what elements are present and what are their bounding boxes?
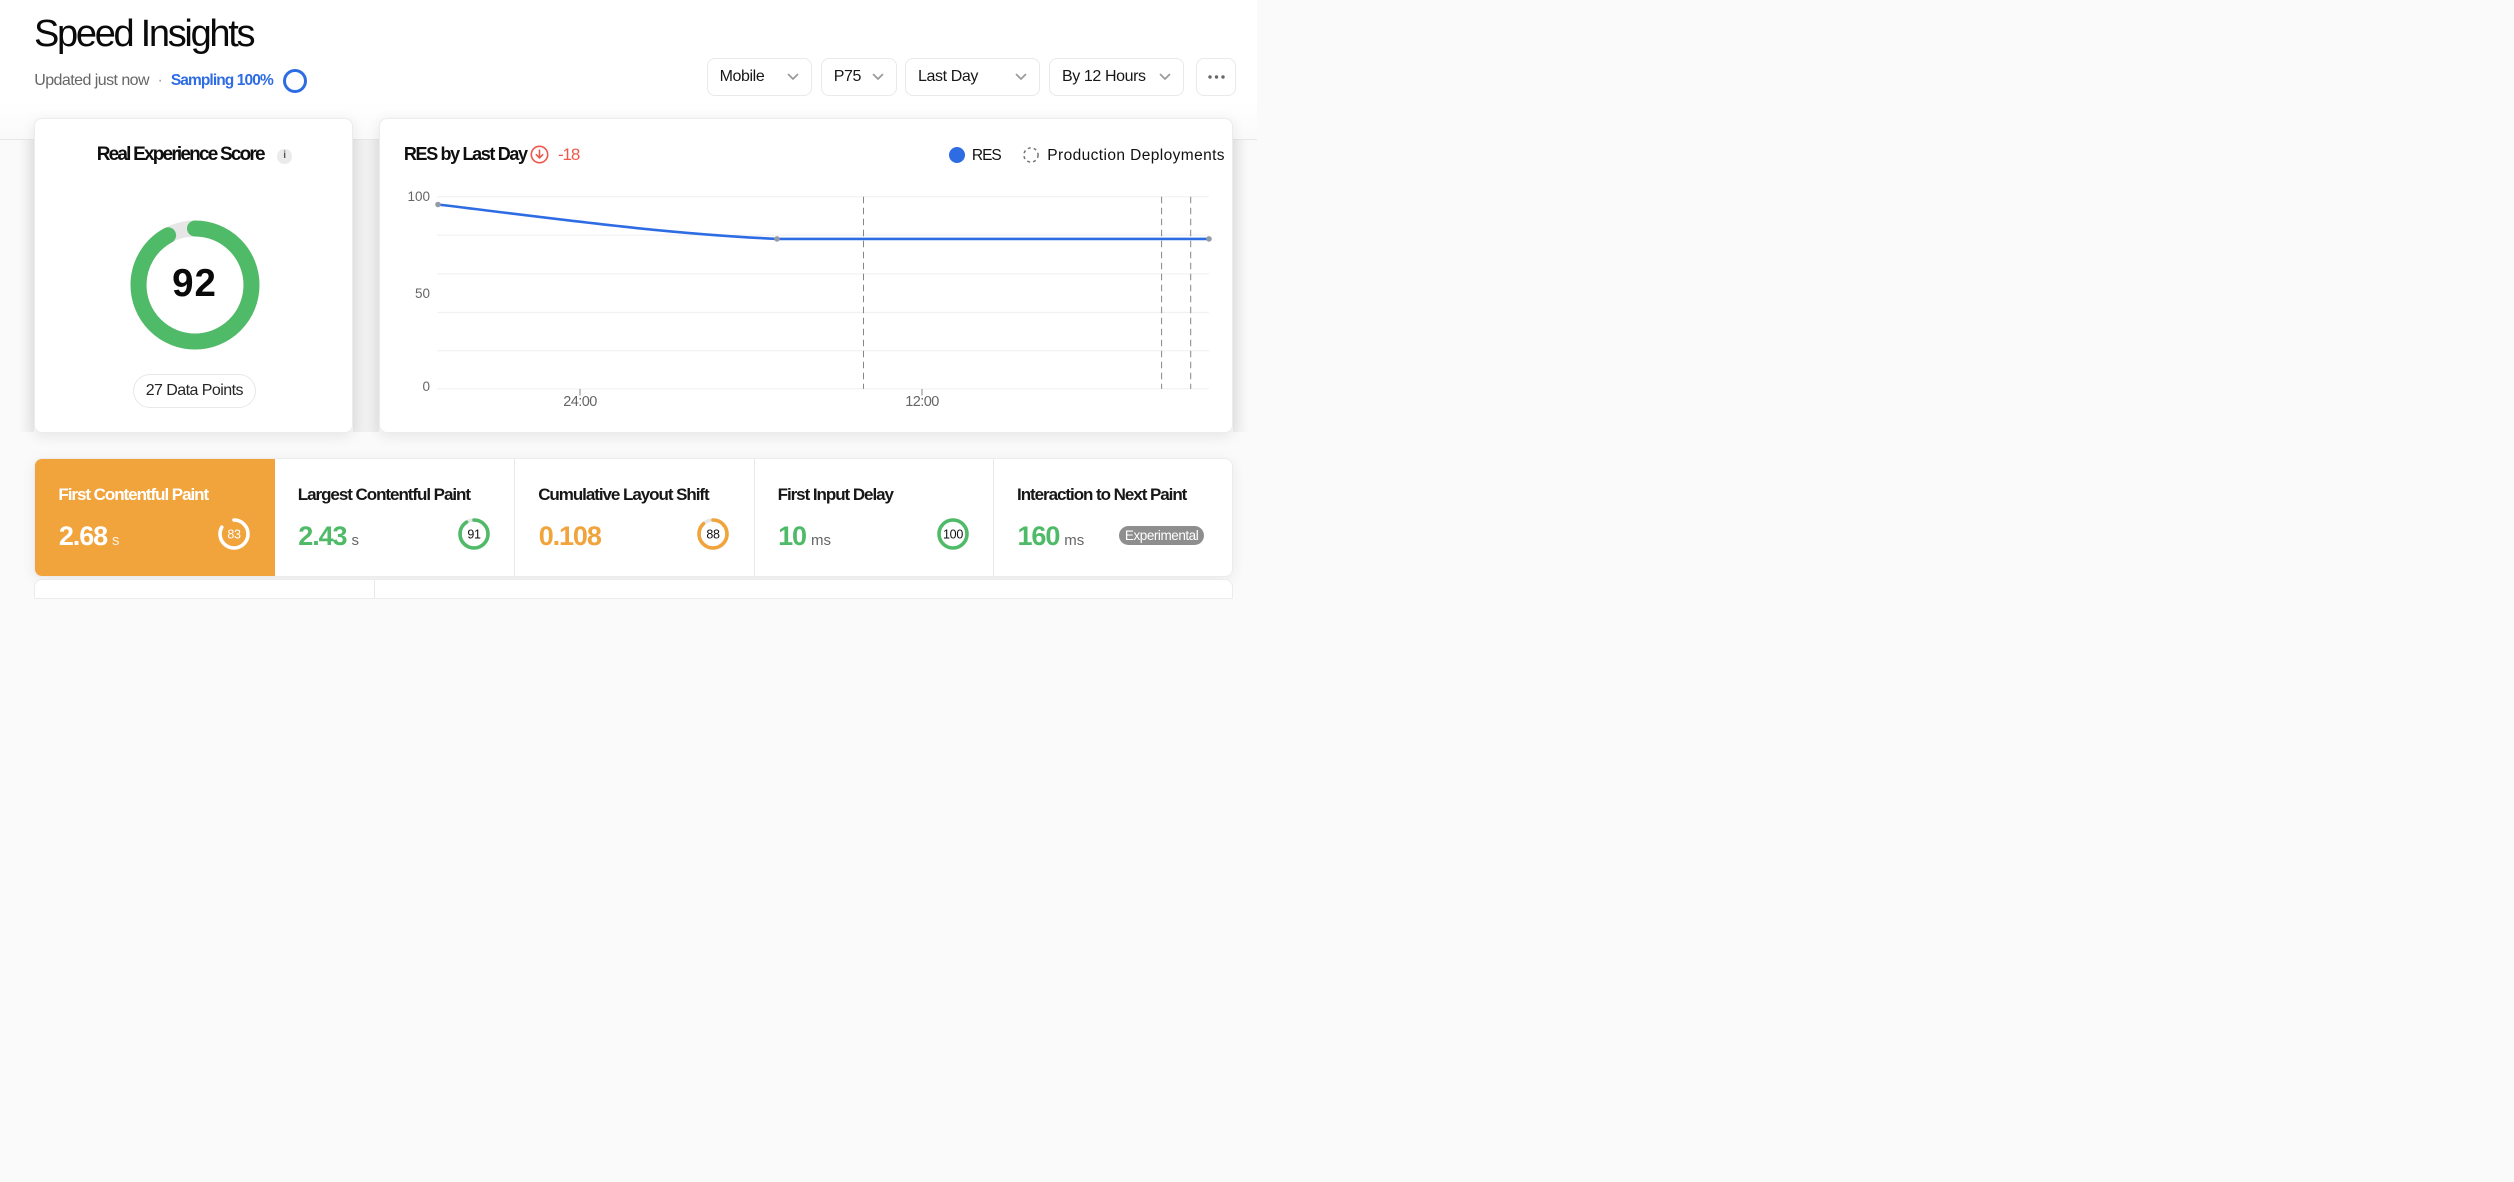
svg-text:88: 88 [706, 528, 720, 542]
svg-text:100: 100 [943, 528, 963, 542]
svg-text:91: 91 [467, 528, 481, 542]
svg-text:83: 83 [228, 528, 242, 542]
